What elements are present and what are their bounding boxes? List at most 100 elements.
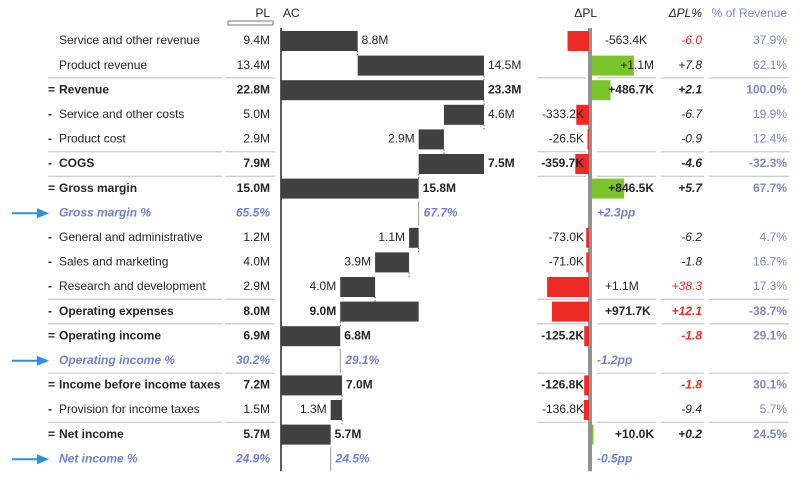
row-prefix: -: [48, 402, 52, 416]
delta-bar: [584, 375, 589, 396]
row-prefix: -: [48, 304, 52, 318]
row-pct-revenue: 16.7%: [753, 255, 787, 269]
row-prefix: -: [48, 255, 52, 269]
row-ac-value: 8.8M: [362, 33, 389, 47]
row-ac-value: 5.7M: [335, 427, 362, 441]
row-label: General and administrative: [59, 230, 203, 244]
row-prefix: -: [48, 279, 52, 293]
row-label: Sales and marketing: [59, 255, 168, 269]
row-label: Net income: [59, 427, 124, 441]
row-delta-value: +1.1M: [605, 279, 639, 293]
row-delta-pct: +38.3: [672, 279, 703, 293]
header-delta-pl-pct: ΔPL%: [668, 6, 703, 20]
row-pct-revenue: 67.7%: [753, 181, 787, 195]
ac-bar: [281, 31, 358, 51]
row-label: Provision for income taxes: [59, 402, 200, 416]
highlight-arrow-icon: [37, 208, 49, 219]
delta-bar: [576, 104, 589, 125]
delta-bar: [575, 154, 589, 174]
row-label: Operating income %: [59, 353, 175, 367]
row-delta-value: -359.7K: [541, 156, 584, 170]
row-delta-value: +971.7K: [605, 304, 651, 318]
row-delta-pct: -6.7: [681, 107, 703, 121]
row-pl-value: 6.9M: [243, 328, 270, 342]
row-pct-revenue: 29.1%: [753, 328, 787, 342]
row-delta-value: +846.5K: [608, 181, 654, 195]
row-delta-value: +10.0K: [615, 427, 654, 441]
row-delta-value: +2.3pp: [597, 205, 635, 219]
row-ac-value: 4.0M: [310, 279, 337, 293]
row-label: Product cost: [59, 132, 126, 146]
row-pl-value: 5.7M: [243, 427, 270, 441]
row-pl-value: 22.8M: [237, 82, 270, 96]
row-pct-revenue: 100.0%: [746, 82, 787, 96]
row-delta-pct: +7.8: [678, 58, 702, 72]
row-delta-pct: -1.8: [681, 328, 702, 342]
row-delta-pct: +5.7: [678, 181, 703, 195]
header-ac: AC: [283, 6, 300, 20]
delta-bar: [586, 227, 589, 248]
delta-bar: [592, 424, 594, 445]
row-ac-value: 2.9M: [388, 132, 415, 146]
row-ac-value: 4.6M: [488, 107, 515, 121]
row-label: Income before income taxes: [59, 378, 221, 392]
row-prefix: =: [48, 82, 55, 96]
highlight-arrow-icon: [37, 355, 49, 366]
row-delta-pct: -9.4: [681, 402, 702, 416]
delta-bar: [592, 178, 625, 199]
row-delta-pct: -1.8: [681, 378, 702, 392]
highlight-arrow-icon: [37, 454, 49, 465]
row-delta-value: -126.8K: [541, 378, 584, 392]
row-ac-value: 67.7%: [424, 205, 458, 219]
row-pct-revenue: -38.7%: [749, 304, 787, 318]
row-label: Research and development: [59, 279, 206, 293]
row-label: Operating income: [59, 328, 161, 342]
row-pl-value: 8.0M: [243, 304, 270, 318]
row-delta-value: -563.4K: [605, 33, 647, 47]
row-pct-revenue: 37.9%: [753, 33, 787, 47]
row-pl-value: 2.9M: [243, 279, 270, 293]
row-label: Revenue: [59, 82, 109, 96]
ac-bar: [340, 277, 376, 297]
header-pl: PL: [255, 6, 270, 20]
row-pl-value: 2.9M: [243, 132, 270, 146]
row-ac-value: 24.5%: [335, 451, 370, 465]
row-ac-value: 3.9M: [344, 255, 371, 269]
ac-bar: [375, 252, 410, 273]
row-prefix: -: [48, 230, 52, 244]
row-delta-value: -71.0K: [549, 255, 584, 269]
delta-bar: [587, 129, 589, 150]
row-delta-pct: -1.8: [681, 255, 702, 269]
ac-bar: [418, 154, 484, 174]
delta-bar: [552, 301, 589, 322]
ac-bar: [443, 104, 484, 125]
row-label: Service and other revenue: [59, 33, 200, 47]
header-delta-pl: ΔPL: [574, 6, 597, 20]
row-delta-value: -0.5pp: [597, 451, 632, 465]
row-delta-pct: +12.1: [672, 304, 703, 318]
row-ac-value: 7.5M: [488, 156, 515, 170]
ac-bar: [281, 178, 419, 199]
delta-bar: [567, 31, 589, 51]
row-label: COGS: [59, 156, 94, 170]
row-prefix: =: [48, 427, 55, 441]
row-delta-pct: -4.6: [681, 156, 702, 170]
row-ac-value: 29.1%: [344, 353, 379, 367]
row-label: Gross margin %: [59, 205, 151, 219]
row-delta-pct: -6.0: [681, 33, 702, 47]
row-delta-value: -333.2K: [542, 107, 584, 121]
row-label: Service and other costs: [59, 107, 184, 121]
row-pl-value: 1.2M: [243, 230, 270, 244]
row-label: Operating expenses: [59, 304, 174, 318]
row-delta-pct: +2.1: [678, 82, 702, 96]
row-delta-value: -136.8K: [542, 402, 584, 416]
delta-bar: [586, 252, 589, 273]
row-pl-value: 4.0M: [243, 255, 270, 269]
row-label: Product revenue: [59, 58, 147, 72]
ac-bar: [340, 301, 419, 322]
row-delta-pct: -0.9: [681, 132, 702, 146]
row-pl-value: 15.0M: [237, 181, 270, 195]
row-pl-value: 13.4M: [237, 58, 270, 72]
row-pl-value: 1.5M: [243, 402, 270, 416]
row-prefix: =: [48, 378, 55, 392]
